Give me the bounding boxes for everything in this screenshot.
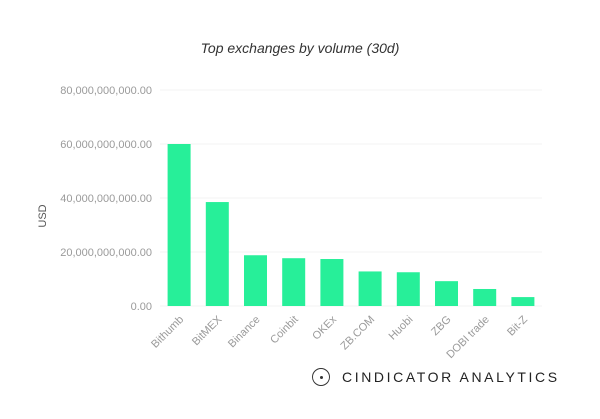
- bar: [244, 255, 267, 306]
- x-tick-label: OKEx: [310, 313, 339, 342]
- brand: CINDICATOR ANALYTICS: [312, 368, 560, 386]
- chart-title: Top exchanges by volume (30d): [200, 40, 400, 56]
- bars: [167, 144, 535, 306]
- bar: [205, 202, 229, 306]
- y-tick-label: 0.00: [131, 301, 152, 313]
- x-tick-label: Bithumb: [149, 314, 186, 351]
- bar: [320, 259, 344, 306]
- bar: [358, 271, 382, 306]
- bar: [396, 272, 420, 306]
- brand-name: CINDICATOR ANALYTICS: [342, 369, 560, 385]
- x-tick-label: ZB.COM: [338, 314, 377, 353]
- x-tick-label: Huobi: [387, 314, 416, 343]
- bar: [473, 288, 497, 306]
- bar: [167, 144, 191, 306]
- y-axis-label: USD: [37, 204, 49, 227]
- x-tick-label: Coinbit: [268, 314, 301, 347]
- bar: [282, 258, 306, 306]
- y-tick-label: 80,000,000,000.00: [60, 85, 152, 97]
- x-tick-label: Binance: [226, 314, 263, 351]
- x-tick-labels: Bithumb BitMEX Binance Coinbit OKEx ZB.COM Huo…: [149, 313, 530, 361]
- x-tick-label: BitMEX: [190, 313, 225, 348]
- y-tick-label: 40,000,000,000.00: [60, 193, 152, 205]
- bar: [511, 297, 535, 306]
- y-tick-label: 20,000,000,000.00: [60, 247, 152, 259]
- circle-dot-icon: [312, 368, 330, 386]
- x-tick-label: ZBG: [429, 314, 453, 338]
- bar: [435, 281, 458, 306]
- x-tick-label: Bit-Z: [505, 313, 530, 338]
- y-tick-label: 60,000,000,000.00: [60, 139, 152, 151]
- y-tick-labels: 0.00 20,000,000,000.00 40,000,000,000.00 60…: [60, 85, 152, 313]
